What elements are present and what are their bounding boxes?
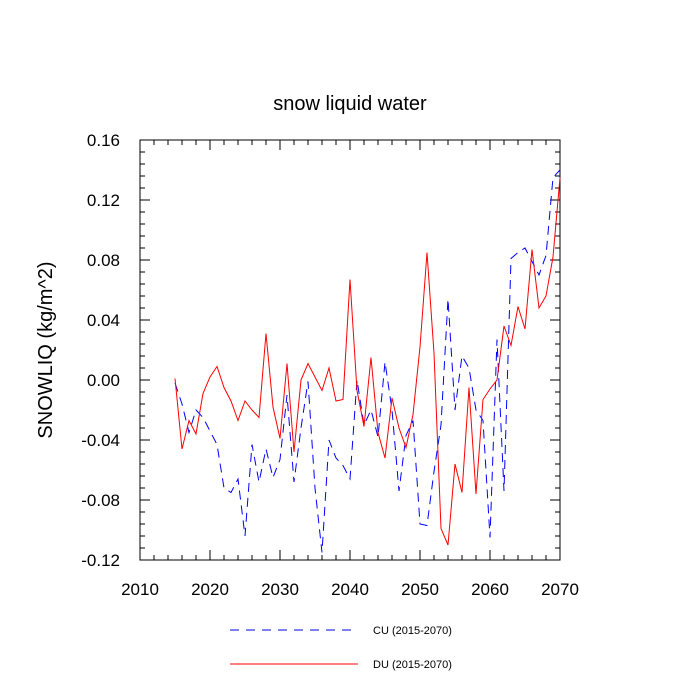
y-tick-label: 0.16 — [87, 131, 120, 150]
tick-labels: 2010 2020 2030 2040 2050 2060 2070 -0.12 -0.08 -0… — [81, 131, 579, 599]
data-series — [174, 169, 561, 553]
x-tick-label: 2020 — [191, 580, 229, 599]
y-tick-label: -0.08 — [81, 491, 120, 510]
series-line-cu — [174, 169, 561, 553]
legend-label: CU (2015-2070) — [373, 625, 452, 637]
y-tick-label: 0.08 — [87, 251, 120, 270]
y-axis-label: SNOWLIQ (kg/m^2) — [35, 261, 57, 438]
chart-title: snow liquid water — [273, 93, 427, 115]
x-tick-label: 2010 — [121, 580, 159, 599]
y-tick-label: 0.00 — [87, 371, 120, 390]
x-tick-label: 2050 — [401, 580, 439, 599]
axis-ticks — [139, 139, 561, 561]
legend-label: DU (2015-2070) — [373, 659, 452, 671]
y-tick-label: -0.12 — [81, 551, 120, 570]
y-tick-label: 0.04 — [87, 311, 120, 330]
y-tick-label: 0.12 — [87, 191, 120, 210]
x-tick-label: 2060 — [471, 580, 509, 599]
x-tick-label: 2040 — [331, 580, 369, 599]
series-line-du — [174, 177, 561, 546]
x-tick-label: 2070 — [541, 580, 579, 599]
x-tick-label: 2030 — [261, 580, 299, 599]
y-tick-label: -0.04 — [81, 431, 120, 450]
legend: CU (2015-2070) DU (2015-2070) — [230, 625, 452, 671]
